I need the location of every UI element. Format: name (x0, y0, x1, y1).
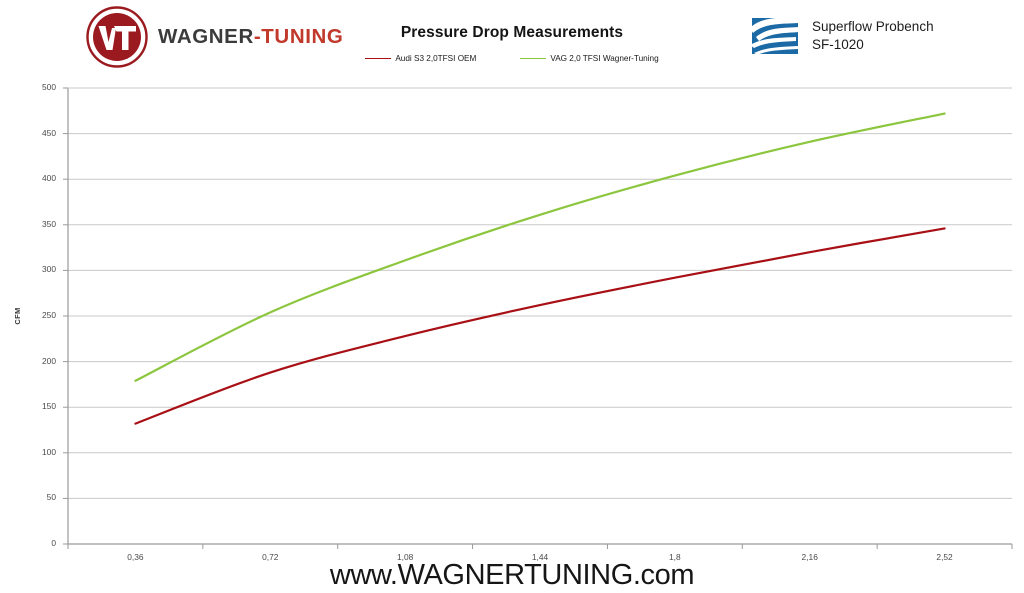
series-line (134, 227, 946, 425)
y-axis-ticks (63, 87, 68, 545)
superflow-wave-icon (748, 14, 802, 58)
y-tick-label: 100 (42, 446, 56, 457)
equipment-model: SF-1020 (812, 37, 864, 52)
y-tick-label: 200 (42, 355, 56, 366)
legend-swatch-line (365, 58, 392, 59)
chart-title: Pressure Drop Measurements (400, 24, 624, 41)
y-tick-label: 150 (42, 401, 56, 412)
x-tick-label: 1,44 (531, 552, 549, 562)
superflow-logo-block: Superflow Probench SF-1020 (748, 14, 934, 58)
superflow-equipment-text: Superflow Probench SF-1020 (812, 18, 934, 54)
x-tick-label: 2,52 (936, 552, 953, 562)
y-tick-label: 250 (42, 310, 56, 320)
x-axis-ticks (67, 544, 1013, 549)
site-watermark: www.WAGNERTUNING.com (329, 559, 695, 591)
legend-label: Audi S3 2,0TFSI OEM (395, 54, 477, 63)
x-tick-label: 0,36 (127, 552, 144, 562)
legend-item-audi-oem: Audi S3 2,0TFSI OEM (365, 54, 476, 63)
equipment-name: Superflow Probench (812, 19, 934, 35)
y-tick-label: 0 (51, 538, 56, 548)
series-lines (134, 112, 946, 425)
chart-legend: Audi S3 2,0TFSI OEM VAG 2,0 TFSI Wagner-… (0, 54, 1024, 63)
y-tick-label: 350 (42, 218, 56, 229)
y-tick-label: 300 (42, 264, 56, 275)
x-tick-label: 0,72 (262, 552, 279, 562)
wagner-tuning-wordmark: WAGNER-TUNING (158, 24, 344, 48)
y-tick-label: 400 (42, 173, 56, 184)
wagner-tuning-badge-icon (86, 6, 148, 68)
x-tick-label: 1,08 (396, 552, 414, 562)
gridlines (68, 87, 1012, 545)
wordmark-tuning: TUNING (261, 24, 344, 48)
y-tick-label: 450 (42, 127, 56, 138)
y-tick-label: 50 (46, 492, 56, 503)
series-line (134, 112, 946, 382)
wordmark-wagner: WAGNER (158, 24, 254, 48)
wordmark-separator: - (253, 24, 262, 48)
legend-label: VAG 2,0 TFSI Wagner-Tuning (550, 54, 659, 63)
legend-item-vag-wagner: VAG 2,0 TFSI Wagner-Tuning (520, 54, 659, 63)
y-tick-label: 500 (42, 82, 56, 92)
wagner-tuning-logo: WAGNER-TUNING (86, 6, 343, 68)
x-tick-label: 1,8 (669, 552, 681, 562)
legend-swatch-line (520, 58, 547, 59)
x-tick-label: 2,16 (801, 552, 818, 562)
